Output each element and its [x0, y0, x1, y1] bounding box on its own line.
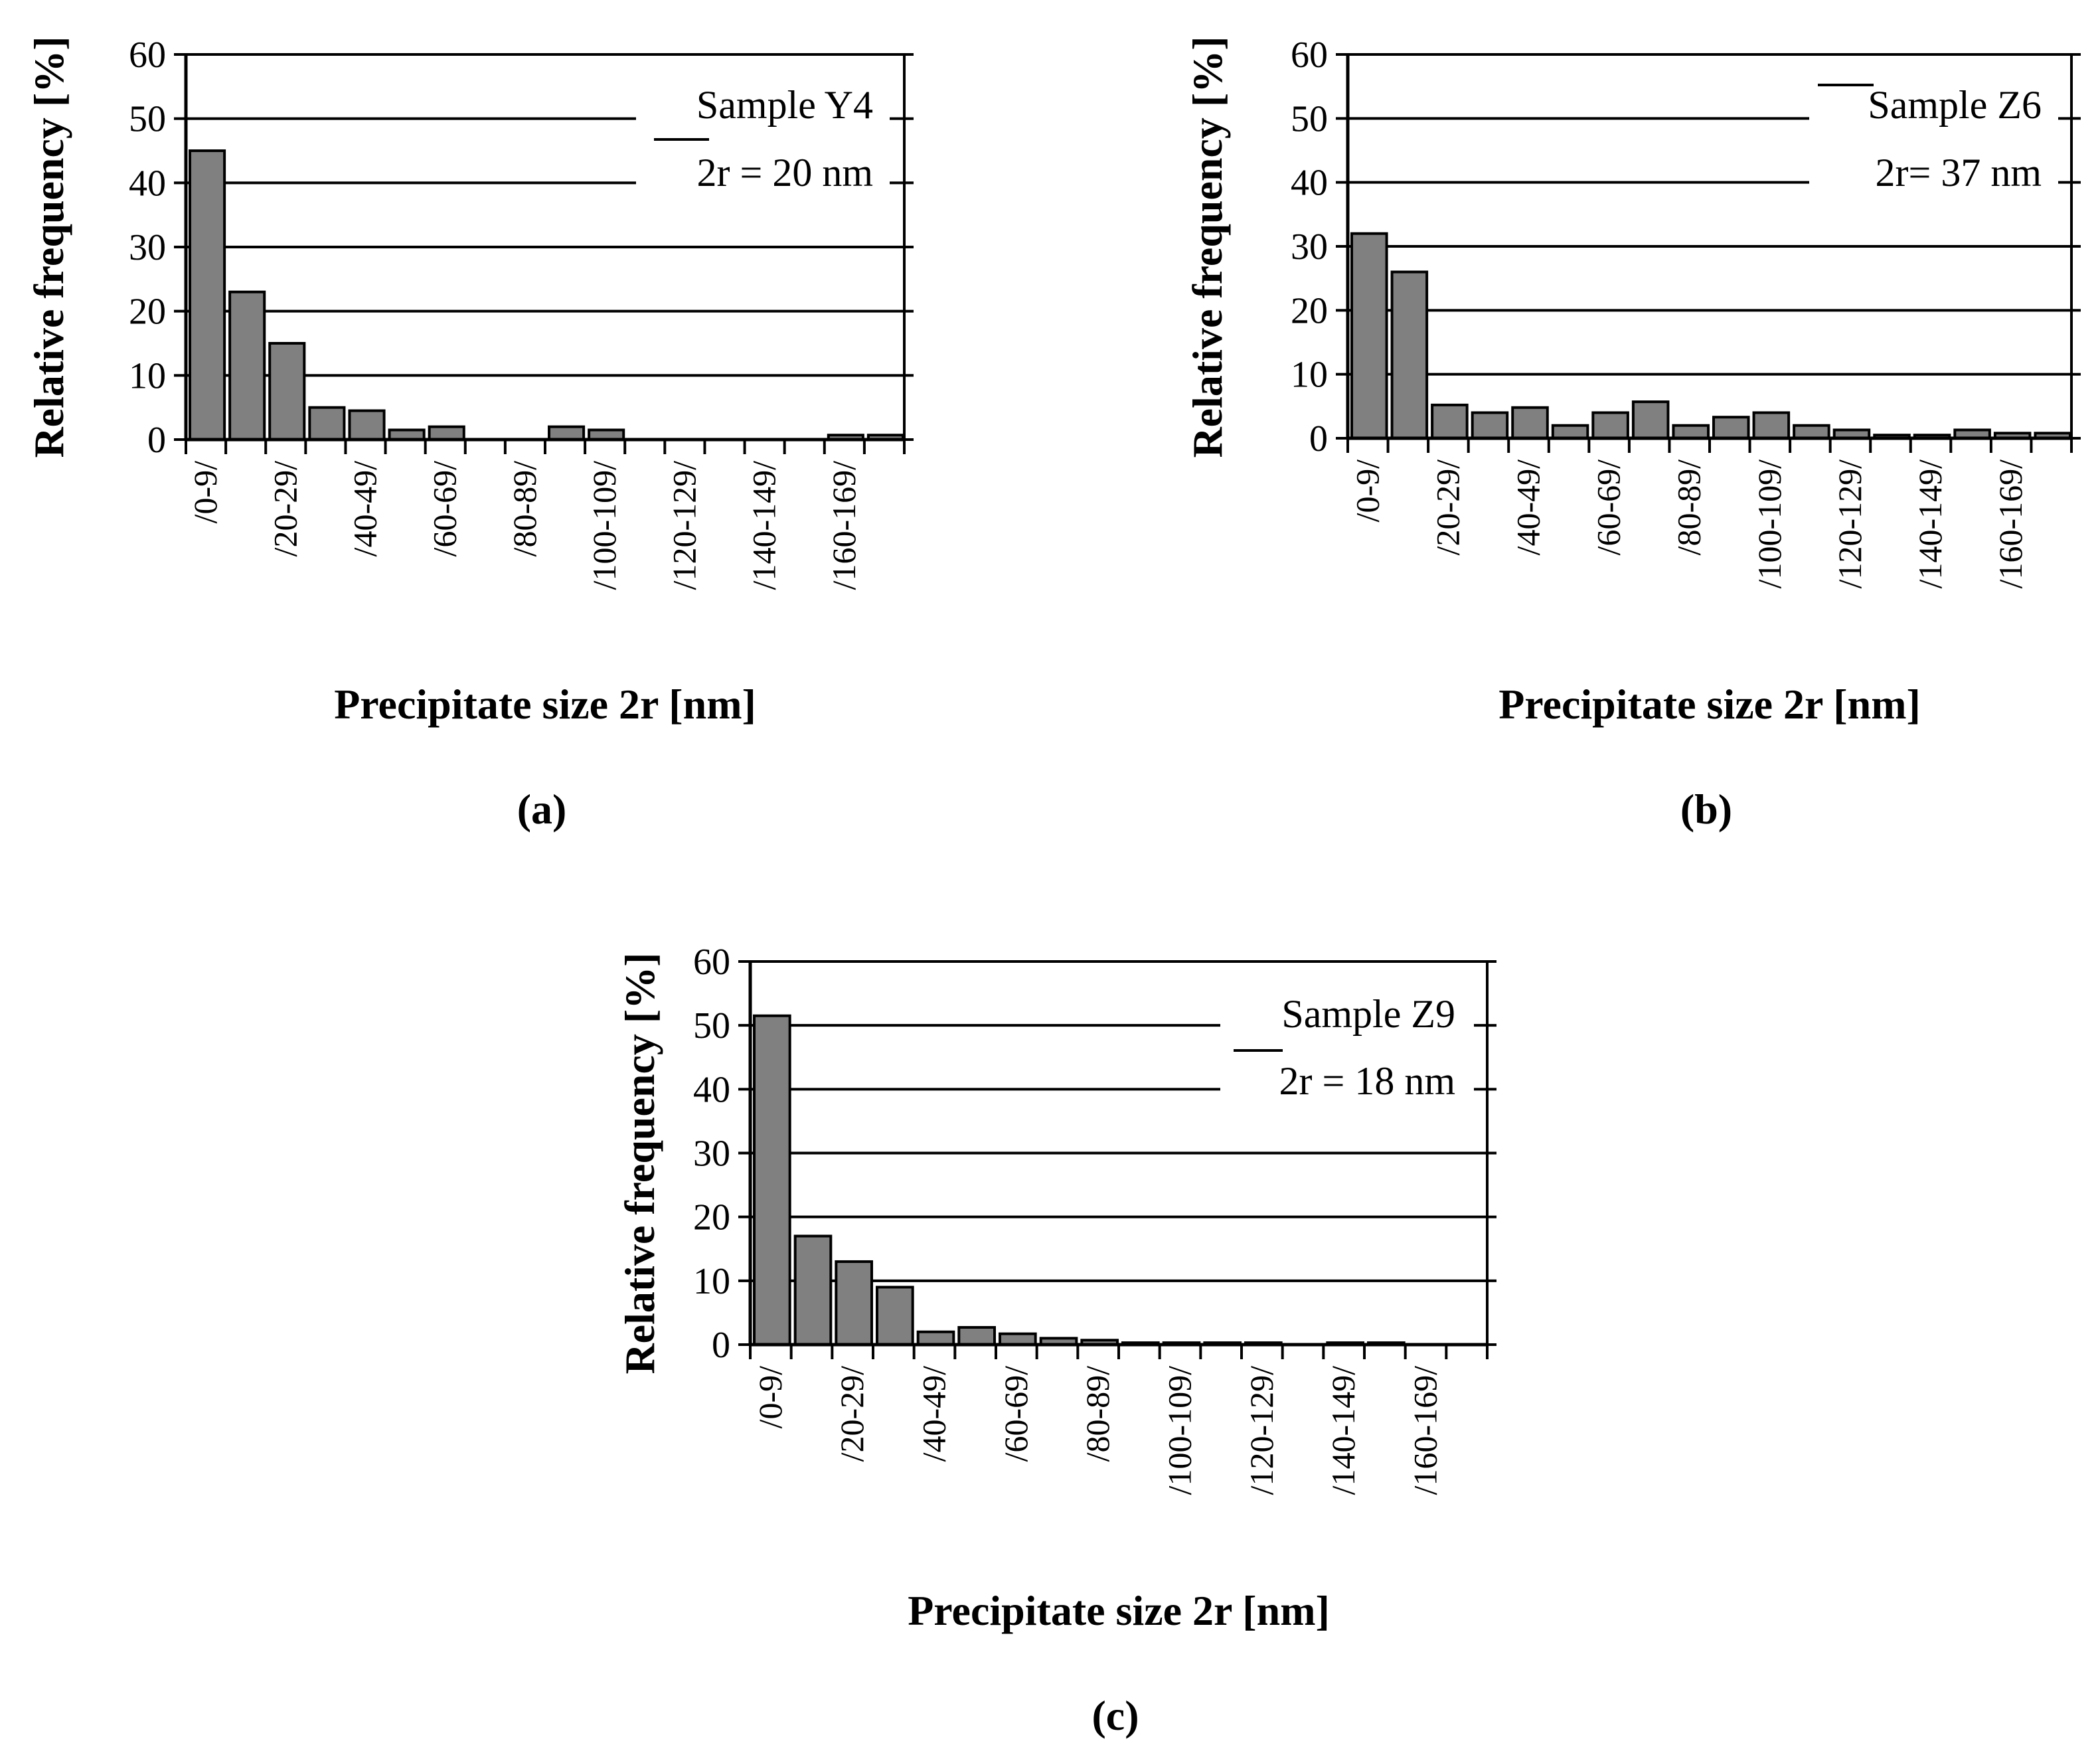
x-tick-label: /60-69/ [426, 461, 463, 557]
y-axis-label: Relative frequency [%] [25, 36, 72, 458]
y-tick-label: 0 [147, 420, 166, 461]
annotation-mean-size: 2r= 37 nm [1876, 151, 2042, 195]
x-tick-label: /120-129/ [665, 461, 702, 590]
bar [1471, 411, 1509, 440]
bar [268, 342, 306, 441]
x-tick-label: /160-169/ [1992, 459, 2029, 589]
x-tick-label: /160-169/ [825, 461, 862, 590]
x-tick-label: /20-29/ [266, 461, 303, 557]
bar [957, 1326, 997, 1347]
panel-label: (c) [1091, 1692, 1139, 1739]
panels: 0 10 20 30 40 50 60/0-9/ /20-29/ /40-49/ /60-69/ /… [25, 35, 2081, 1739]
x-tick-label: /0-9/ [1348, 459, 1386, 523]
bar [1752, 411, 1791, 440]
bar [1793, 424, 1830, 440]
y-tick-label: 50 [129, 99, 166, 140]
annotation-sample: Sample Y4 [696, 83, 873, 127]
x-tick-label: /0-9/ [752, 1366, 789, 1429]
y-tick-label: 50 [693, 1005, 730, 1046]
bar [1390, 270, 1429, 440]
x-tick-label: /0-9/ [187, 461, 224, 524]
bar [1712, 416, 1750, 440]
y-tick-label: 40 [1291, 163, 1328, 204]
x-tick-label: /140-149/ [1911, 459, 1949, 589]
bar [548, 425, 586, 442]
y-tick-label: 20 [129, 292, 166, 333]
y-tick-label: 10 [1291, 355, 1328, 396]
x-tick-label: /120-129/ [1243, 1366, 1280, 1495]
annotation-sample: Sample Z6 [1868, 83, 2042, 127]
bar [1672, 424, 1710, 440]
y-tick-label: 60 [693, 942, 730, 983]
x-tick-label: /40-49/ [1510, 459, 1547, 556]
y-tick-label: 30 [129, 227, 166, 268]
bar [348, 409, 386, 441]
bar [428, 425, 465, 442]
bar [1591, 411, 1629, 440]
annotation-mean-size: 2r = 18 nm [1279, 1059, 1456, 1103]
bar [876, 1286, 914, 1346]
bar [835, 1260, 874, 1346]
x-tick-label: /60-69/ [1590, 459, 1627, 556]
bar [1551, 424, 1589, 440]
y-tick-label: 30 [1291, 226, 1328, 268]
x-axis-label: Precipitate size 2r [nm] [334, 681, 756, 728]
y-tick-label: 50 [1291, 98, 1328, 139]
y-tick-label: 20 [693, 1197, 730, 1238]
x-tick-label: /100-109/ [1751, 459, 1788, 589]
bar [753, 1014, 791, 1347]
bar [189, 149, 226, 441]
x-tick-label: /80-89/ [1079, 1366, 1116, 1462]
x-axis-label: Precipitate size 2r [nm] [1498, 681, 1921, 728]
bar [793, 1234, 833, 1347]
bar [1350, 232, 1388, 440]
y-tick-label: 60 [129, 35, 166, 76]
y-tick-label: 20 [1291, 290, 1328, 331]
bar [228, 290, 266, 441]
chart-panel-c: 0 10 20 30 40 50 60/0-9/ /20-29/ /40-49/ /60-69/ /… [616, 942, 1496, 1739]
x-tick-label: /80-89/ [506, 461, 543, 557]
x-tick-label: /100-109/ [586, 461, 623, 590]
x-tick-label: /100-109/ [1161, 1366, 1198, 1495]
x-tick-label: /20-29/ [833, 1366, 870, 1462]
x-tick-label: /120-129/ [1831, 459, 1868, 589]
chart-panel-a: 0 10 20 30 40 50 60/0-9/ /20-29/ /40-49/ /60-69/ /… [25, 35, 914, 833]
x-axis-label: Precipitate size 2r [nm] [908, 1587, 1330, 1634]
bar [1431, 403, 1469, 440]
bar [916, 1330, 955, 1347]
y-tick-label: 40 [693, 1069, 730, 1110]
x-tick-label: /60-69/ [997, 1366, 1034, 1462]
panel-label: (a) [517, 786, 567, 833]
y-tick-label: 40 [129, 163, 166, 204]
x-tick-label: /80-89/ [1670, 459, 1708, 556]
x-tick-label: /20-29/ [1429, 459, 1466, 556]
y-axis-label: Relative frequency [%] [1184, 36, 1231, 458]
x-tick-label: /160-169/ [1407, 1366, 1444, 1495]
y-tick-label: 0 [712, 1325, 730, 1366]
panel-label: (b) [1680, 786, 1732, 833]
y-axis-label: Relative frequency [%] [616, 952, 663, 1374]
x-tick-label: /40-49/ [347, 461, 384, 557]
x-tick-label: /40-49/ [916, 1366, 953, 1462]
y-tick-label: 0 [1309, 418, 1328, 459]
annotation-sample: Sample Z9 [1281, 992, 1455, 1036]
bar [308, 406, 346, 442]
y-tick-label: 60 [1291, 35, 1328, 76]
y-tick-label: 10 [129, 355, 166, 396]
bar [1511, 406, 1549, 440]
bar [1631, 400, 1670, 440]
annotation-mean-size: 2r = 20 nm [697, 151, 874, 195]
x-tick-label: /140-149/ [746, 461, 783, 590]
x-tick-label: /140-149/ [1325, 1366, 1362, 1495]
chart-panel-b: 0 10 20 30 40 50 60/0-9/ /20-29/ /40-49/ /60-69/ /… [1184, 35, 2081, 833]
y-tick-label: 10 [693, 1261, 730, 1302]
y-tick-label: 30 [693, 1133, 730, 1175]
